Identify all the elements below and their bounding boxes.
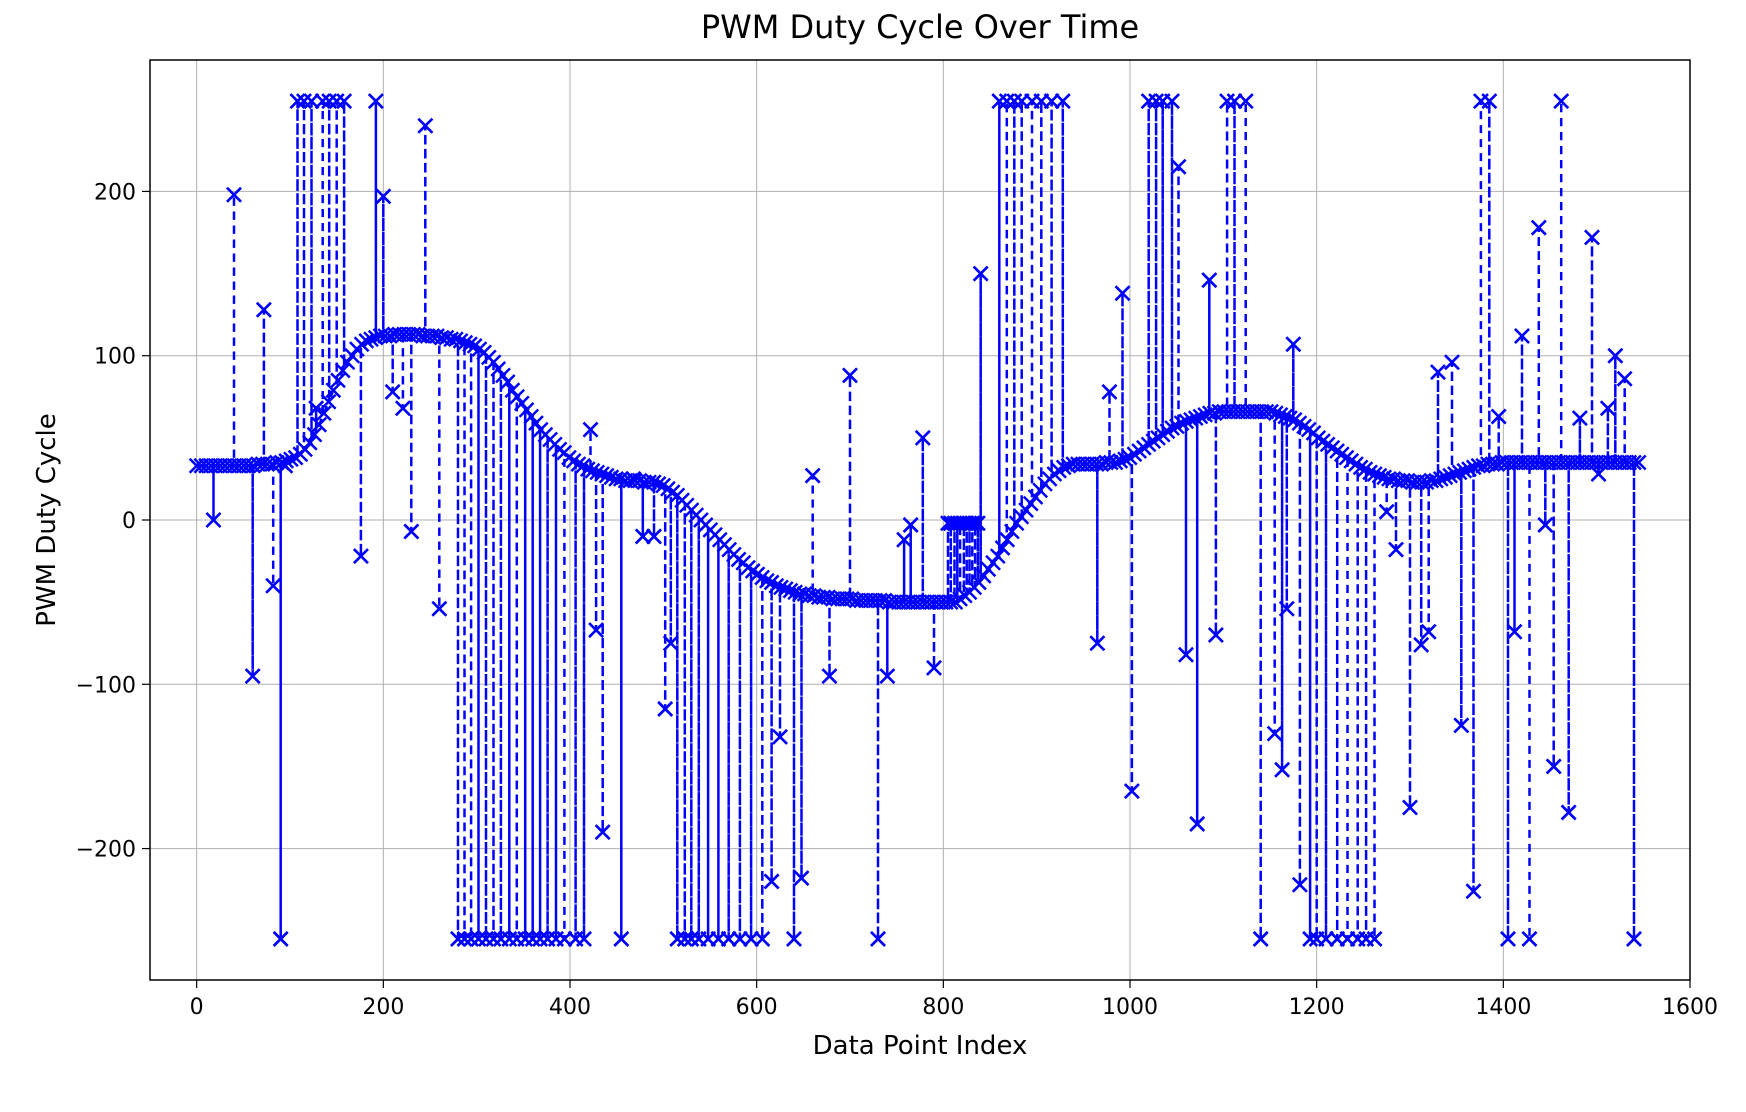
xtick-label: 1200: [1289, 995, 1345, 1020]
xtick-label: 800: [922, 995, 964, 1020]
ytick-label: −200: [76, 838, 136, 863]
xtick-label: 1600: [1662, 995, 1718, 1020]
ylabel: PWM Duty Cycle: [32, 413, 62, 626]
ytick-label: 0: [122, 509, 136, 534]
xtick-label: 1000: [1102, 995, 1158, 1020]
chart-svg: 0 200 400 600 800 1000 1200 1400 1600 −200 −100 0 10…: [0, 0, 1746, 1112]
xlabel: Data Point Index: [813, 1031, 1028, 1061]
xtick-label: 1400: [1475, 995, 1531, 1020]
xtick-label: 0: [190, 995, 204, 1020]
ytick-label: −100: [76, 673, 136, 698]
xtick-label: 400: [549, 995, 591, 1020]
pwm-chart: 0 200 400 600 800 1000 1200 1400 1600 −200 −100 0 10…: [0, 0, 1746, 1112]
chart-title: PWM Duty Cycle Over Time: [701, 8, 1139, 46]
ytick-label: 200: [94, 180, 136, 205]
xtick-label: 200: [362, 995, 404, 1020]
ytick-label: 100: [94, 345, 136, 370]
xtick-label: 600: [736, 995, 778, 1020]
